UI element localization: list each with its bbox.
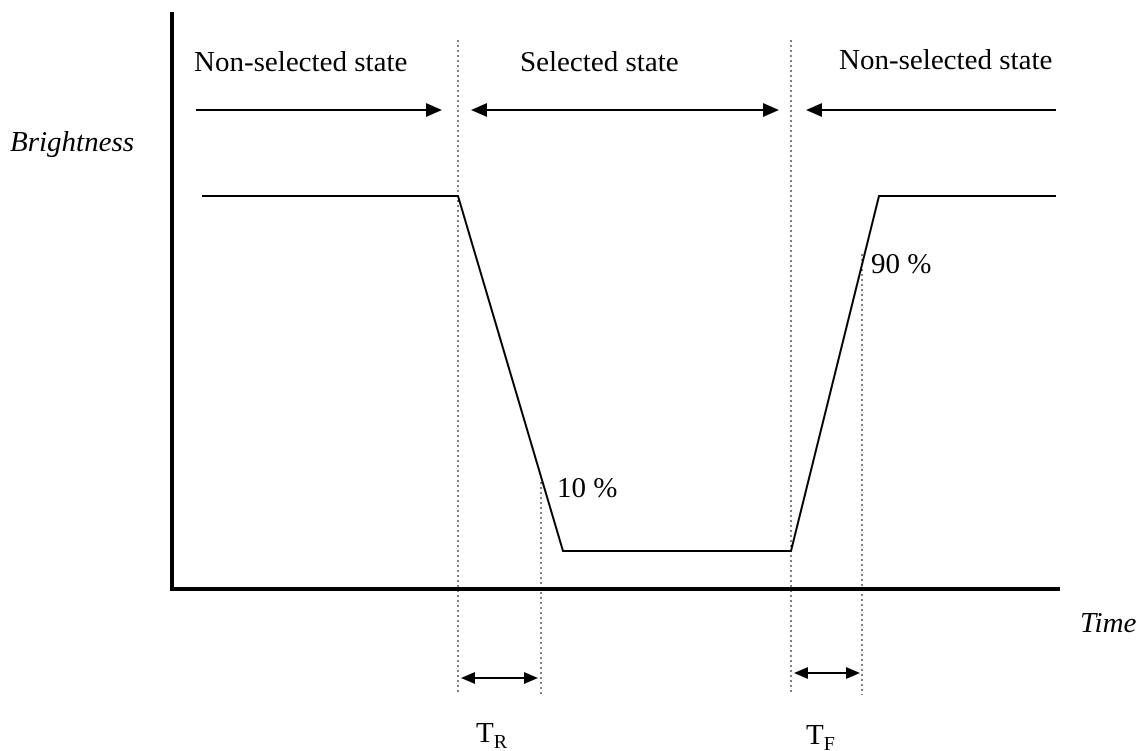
arrow-non-selected-right [806, 103, 1056, 117]
x-axis-label: Time [1080, 607, 1137, 639]
label-fall-time-sub: F [824, 733, 835, 751]
arrow-fall-time [794, 667, 860, 679]
arrow-non-selected-left [196, 103, 442, 117]
label-ninety-percent: 90 % [871, 248, 931, 280]
brightness-curve [202, 195, 1056, 552]
label-selected-state: Selected state [520, 46, 679, 78]
label-ten-percent: 10 % [557, 472, 617, 504]
arrow-rise-time [461, 672, 538, 684]
label-rise-time-main: T [476, 717, 494, 749]
arrow-selected-state [471, 103, 779, 117]
label-rise-time: TR [476, 717, 508, 751]
label-fall-time-main: T [806, 719, 824, 751]
label-fall-time: TF [806, 719, 835, 751]
y-axis-label: Brightness [10, 126, 134, 158]
label-non-selected-left: Non-selected state [194, 46, 407, 78]
label-non-selected-right: Non-selected state [839, 44, 1052, 76]
label-rise-time-sub: R [494, 731, 508, 751]
